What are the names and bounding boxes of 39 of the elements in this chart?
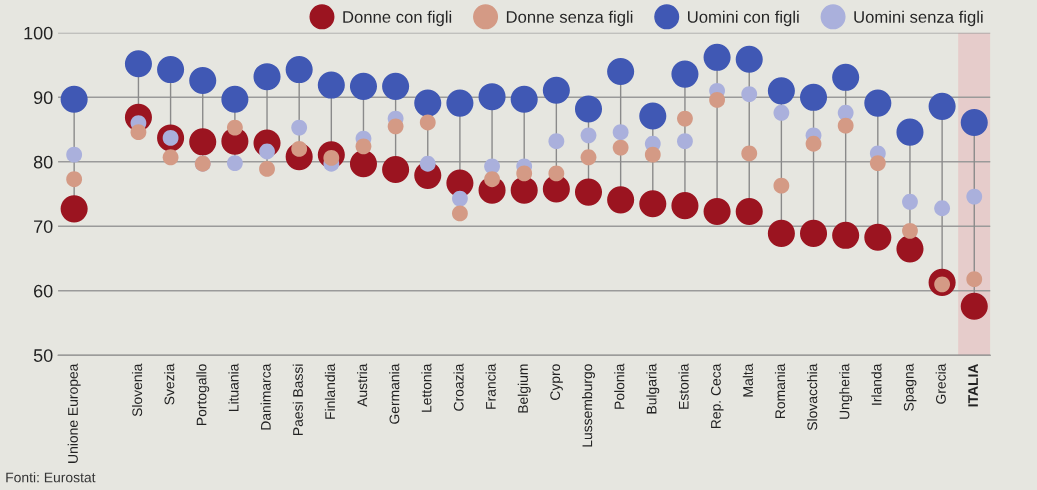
x-tick-label: Irlanda — [871, 363, 882, 405]
x-tick-label: Polonia — [614, 363, 625, 409]
x-tick-label: Malta — [742, 363, 753, 397]
legend-label: Uomini senza figli — [854, 10, 983, 27]
legend-label: Uomini con figli — [688, 10, 799, 27]
x-tick-label: Grecia — [935, 363, 946, 404]
y-tick-label: 100 — [24, 26, 53, 40]
x-tick-label: Spagna — [903, 363, 917, 411]
x-tick-label: Francia — [485, 363, 496, 409]
x-tick-label: Germania — [389, 363, 400, 424]
x-tick-label: Svezia — [164, 363, 175, 405]
legend-label: Donne con figli — [343, 10, 452, 27]
y-tick-label: 90 — [33, 91, 53, 105]
y-tick-label: 50 — [33, 349, 53, 362]
x-tick-label: Croazia — [453, 363, 464, 411]
x-tick-label: Estonia — [678, 363, 689, 409]
x-tick-label: Portogallo — [196, 364, 210, 425]
x-tick-label: Paesi Bassi — [292, 364, 303, 436]
x-tick-label: Lituania — [228, 363, 239, 412]
y-tick-label: 70 — [34, 220, 53, 233]
x-tick-label: ITALIA — [968, 363, 978, 407]
x-tick-label: Cypro — [550, 364, 563, 400]
y-tick-label: 60 — [34, 284, 53, 298]
x-tick-label: Unione Europea — [67, 363, 81, 463]
x-tick-label: Ungheria — [839, 363, 853, 419]
x-tick-label: Lettonia — [421, 363, 432, 412]
x-tick-label: Bulgaria — [646, 363, 660, 414]
text: Fonti: Eurostat — [6, 472, 96, 483]
legend-label: Donne senza figli — [506, 10, 633, 27]
x-tick-label: Finlandia — [324, 363, 336, 419]
x-tick-label: Belgium — [517, 364, 531, 413]
x-tick-label: Romania — [774, 363, 786, 419]
y-tick-label: 80 — [33, 155, 53, 169]
x-tick-label: Slovacchia — [807, 363, 818, 431]
x-tick-label: Slovenia — [131, 363, 143, 417]
x-tick-label: Rep. Ceca — [710, 363, 724, 429]
x-tick-label: Lussemburgo — [582, 364, 595, 447]
x-tick-label: Danimarca — [260, 363, 271, 430]
x-tick-label: Austria — [356, 363, 368, 407]
